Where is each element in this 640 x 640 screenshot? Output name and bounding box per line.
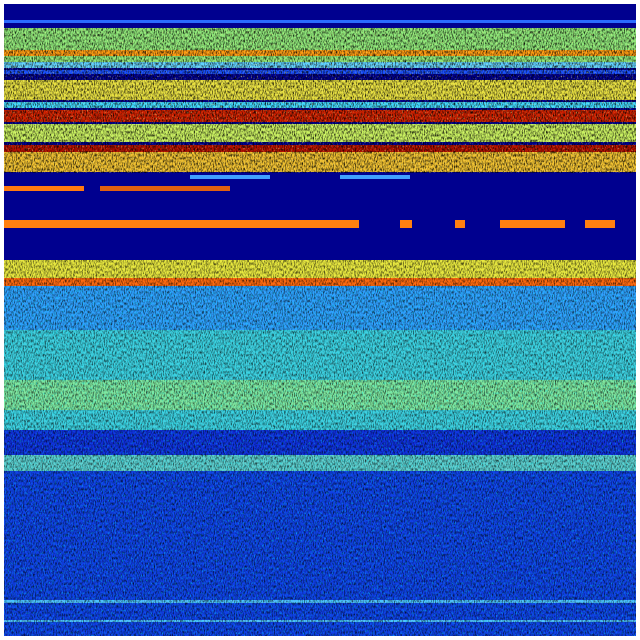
- segment: [4, 220, 359, 228]
- segment: [500, 220, 565, 228]
- noise: [4, 286, 636, 636]
- band: [190, 175, 270, 179]
- segment: [455, 220, 465, 228]
- noise: [4, 28, 636, 173]
- segment: [585, 220, 615, 228]
- segment: [100, 186, 230, 191]
- segment: [400, 220, 412, 228]
- band: [340, 175, 410, 179]
- segment: [4, 186, 84, 191]
- band: [4, 20, 636, 23]
- texture: [4, 28, 636, 636]
